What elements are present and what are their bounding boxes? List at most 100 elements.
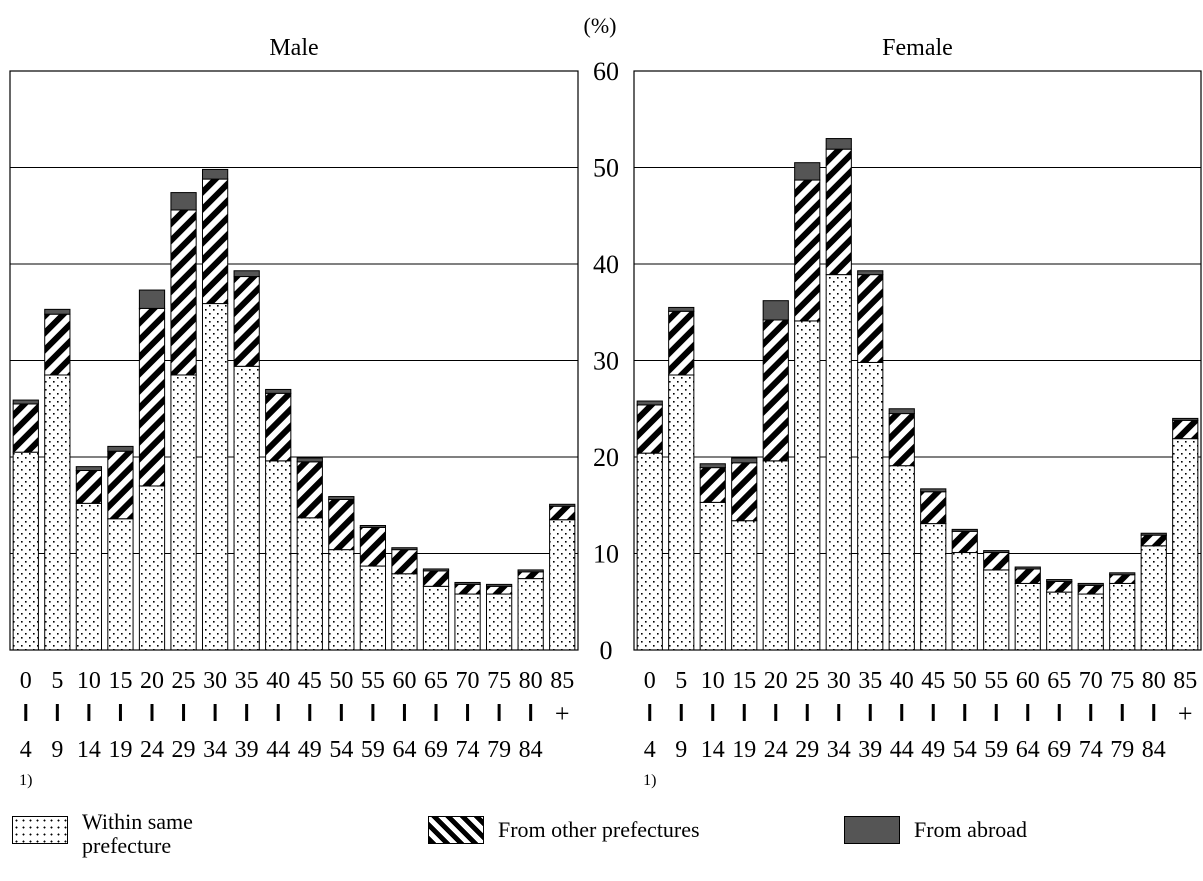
panel-title: Male <box>269 35 318 61</box>
x-tick-label-top: 0 <box>20 668 32 694</box>
bar-segment-within-prefecture <box>138 485 166 651</box>
bar-segment-within-prefecture <box>825 274 852 651</box>
bar-segment-abroad <box>359 525 387 528</box>
x-tick-label-bottom: 19 <box>732 737 756 763</box>
x-tick-label-top: 75 <box>1110 668 1134 694</box>
bar-segment-other-prefectures <box>328 498 355 551</box>
panels-layer: Male041)59101415192024252930343539404445… <box>9 35 1202 789</box>
x-tick-label-top: 35 <box>235 668 259 694</box>
bar-segment-other-prefectures <box>1077 584 1104 595</box>
bar-segment-abroad <box>391 547 418 551</box>
plot-frame <box>633 70 1202 651</box>
bar-segment-within-prefecture <box>762 460 789 651</box>
legend-label-line1: From abroad <box>914 817 1028 842</box>
bar-segment-other-prefectures <box>138 307 166 487</box>
x-tick-separator <box>711 704 715 721</box>
bar-segment-abroad <box>636 400 663 406</box>
bar-segment-within-prefecture <box>1109 582 1136 651</box>
bar-segment-other-prefectures <box>983 552 1010 571</box>
panel-title: Female <box>882 35 953 61</box>
bar-segment-abroad <box>233 270 260 278</box>
bar-segment-within-prefecture <box>391 573 418 651</box>
x-tick-label-bottom: 29 <box>172 737 196 763</box>
x-tick-label-bottom: 14 <box>77 737 101 763</box>
bar-segment-abroad <box>1172 417 1199 421</box>
x-tick-label-top: 25 <box>172 668 196 694</box>
bar-segment-within-prefecture <box>983 569 1010 651</box>
x-tick-separator <box>963 704 967 721</box>
legend-label: From abroad <box>914 818 1027 842</box>
bar-segment-within-prefecture <box>549 519 576 651</box>
bar-segment-abroad <box>328 496 355 500</box>
x-tick-label-bottom: 24 <box>764 737 788 763</box>
y-tick-label: 20 <box>593 443 619 472</box>
x-tick-label-top: 70 <box>456 668 480 694</box>
x-tick-label-bottom: 74 <box>1079 737 1103 763</box>
x-tick-label-top: 10 <box>77 668 101 694</box>
bar-segment-other-prefectures <box>75 470 103 504</box>
x-tick-label-bottom: 4 <box>644 737 656 763</box>
x-tick-label-bottom: 69 <box>424 737 448 763</box>
bar-segment-abroad <box>549 503 576 507</box>
bar-segment-abroad <box>422 568 450 572</box>
bar-segment-abroad <box>731 457 758 464</box>
y-tick-label: 30 <box>593 347 619 376</box>
x-tick-separator <box>118 704 122 721</box>
legend-label: From other prefectures <box>498 818 700 842</box>
legend-item-other-prefectures: From other prefectures <box>428 810 700 844</box>
x-tick-separator <box>434 704 438 721</box>
x-tick-label-bottom: 44 <box>890 737 914 763</box>
bar-segment-other-prefectures <box>201 178 229 305</box>
x-tick-separator <box>805 704 809 721</box>
x-tick-separator <box>837 704 841 721</box>
bar-segment-abroad <box>138 289 166 309</box>
bar-segment-other-prefectures <box>233 276 260 367</box>
bar-segment-within-prefecture <box>201 303 229 651</box>
x-tick-label-bottom: 44 <box>266 737 290 763</box>
legend-item-within-prefecture: Within same prefecture <box>12 810 193 858</box>
x-tick-separator <box>308 704 312 721</box>
bar-segment-within-prefecture <box>485 593 513 651</box>
bar-segment-other-prefectures <box>265 392 292 462</box>
x-tick-label-bottom: 79 <box>1110 737 1134 763</box>
bar-segment-other-prefectures <box>794 179 821 322</box>
x-tick-separator <box>466 704 470 721</box>
y-tick-label: 0 <box>600 636 613 665</box>
bar-segment-abroad <box>1014 566 1041 570</box>
x-tick-label-bottom: 9 <box>675 737 687 763</box>
bar-segment-abroad <box>1077 582 1104 586</box>
bar-segment-other-prefectures <box>391 549 418 575</box>
x-tick-label-plus: + <box>1178 699 1193 728</box>
x-tick-label-top: 40 <box>266 668 290 694</box>
x-tick-label-top: 50 <box>329 668 353 694</box>
x-tick-label-top: 60 <box>392 668 416 694</box>
x-tick-label-top: 5 <box>51 668 63 694</box>
x-tick-label-bottom: 39 <box>858 737 882 763</box>
bar-segment-other-prefectures <box>857 274 884 363</box>
bar-segment-abroad <box>485 583 513 587</box>
x-tick-label-top: 40 <box>890 668 914 694</box>
bar-segment-other-prefectures <box>549 505 576 521</box>
bar-segment-other-prefectures <box>422 570 450 587</box>
bar-segment-other-prefectures <box>636 404 663 454</box>
bar-segment-within-prefecture <box>170 374 197 651</box>
x-tick-label-bottom: 54 <box>953 737 977 763</box>
x-tick-separator <box>371 704 375 721</box>
x-tick-label-bottom: 39 <box>235 737 259 763</box>
bar-segment-within-prefecture <box>233 365 260 651</box>
x-tick-label-top: 30 <box>203 668 227 694</box>
x-tick-label-bottom: 49 <box>298 737 322 763</box>
bar-segment-abroad <box>107 445 134 452</box>
y-unit-label: (%) <box>584 13 617 38</box>
bar-segment-other-prefectures <box>170 209 197 376</box>
x-tick-separator <box>900 704 904 721</box>
bar-segment-abroad <box>296 457 323 463</box>
bar-segment-abroad <box>170 192 197 211</box>
dots-pattern-swatch <box>12 816 68 844</box>
x-tick-separator <box>150 704 154 721</box>
bar-segment-abroad <box>44 308 71 315</box>
x-tick-label-bottom: 34 <box>203 737 227 763</box>
x-tick-label-bottom: 34 <box>827 737 851 763</box>
bar-segment-within-prefecture <box>1172 438 1199 651</box>
bar-segment-abroad <box>794 162 821 181</box>
